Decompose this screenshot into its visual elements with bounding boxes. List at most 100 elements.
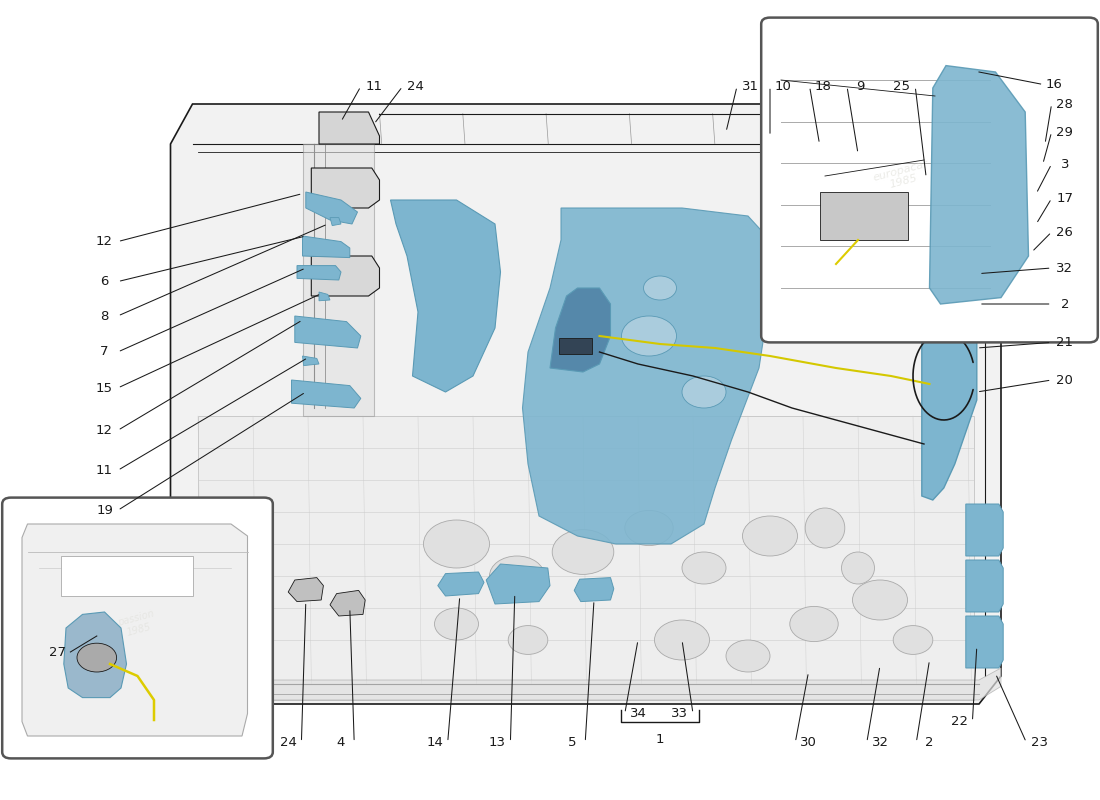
Text: 24: 24	[407, 80, 425, 93]
Circle shape	[434, 608, 478, 640]
Circle shape	[726, 640, 770, 672]
Polygon shape	[808, 178, 908, 202]
Polygon shape	[550, 288, 610, 372]
Polygon shape	[1012, 186, 1056, 218]
Circle shape	[654, 620, 710, 660]
Polygon shape	[198, 416, 974, 700]
Text: 12: 12	[96, 424, 113, 437]
Polygon shape	[930, 66, 1028, 304]
Circle shape	[508, 626, 548, 654]
Polygon shape	[966, 560, 1003, 612]
Polygon shape	[302, 236, 350, 258]
Polygon shape	[22, 524, 248, 736]
Text: 9: 9	[856, 80, 865, 93]
Circle shape	[552, 530, 614, 574]
Text: 28: 28	[1056, 98, 1074, 110]
Text: 21: 21	[1056, 336, 1074, 349]
Polygon shape	[522, 208, 770, 544]
Text: 8: 8	[100, 310, 109, 322]
Text: 32: 32	[871, 736, 889, 749]
Polygon shape	[319, 292, 330, 301]
Polygon shape	[306, 192, 358, 224]
Text: 14: 14	[426, 736, 443, 749]
Polygon shape	[170, 104, 1001, 704]
Polygon shape	[311, 256, 379, 296]
Circle shape	[77, 643, 117, 672]
Text: 26: 26	[1056, 226, 1074, 238]
Circle shape	[644, 276, 676, 300]
FancyBboxPatch shape	[2, 498, 273, 758]
Circle shape	[625, 510, 673, 546]
Polygon shape	[295, 316, 361, 348]
Text: 20: 20	[1056, 374, 1074, 386]
Text: 2: 2	[925, 736, 934, 749]
Text: 2: 2	[1060, 298, 1069, 310]
Polygon shape	[924, 192, 968, 256]
Circle shape	[852, 580, 907, 620]
Circle shape	[682, 376, 726, 408]
Polygon shape	[311, 168, 379, 208]
Text: 12: 12	[96, 235, 113, 248]
Text: europacar
1985: europacar 1985	[871, 158, 933, 194]
Text: 34: 34	[629, 707, 647, 720]
Circle shape	[790, 606, 838, 642]
Text: 6: 6	[100, 275, 109, 288]
Polygon shape	[1021, 216, 1056, 236]
Text: 24: 24	[279, 736, 297, 749]
Text: 11: 11	[365, 80, 383, 93]
Circle shape	[424, 520, 490, 568]
Polygon shape	[918, 184, 979, 224]
Polygon shape	[922, 224, 977, 500]
Polygon shape	[330, 218, 341, 226]
Polygon shape	[297, 266, 341, 280]
Polygon shape	[438, 572, 484, 596]
Polygon shape	[330, 590, 365, 616]
Text: 7: 7	[100, 346, 109, 358]
Polygon shape	[302, 356, 319, 366]
Circle shape	[742, 516, 797, 556]
Text: 1: 1	[656, 733, 664, 746]
Polygon shape	[966, 616, 1003, 668]
Polygon shape	[288, 578, 323, 602]
Text: 13: 13	[488, 736, 506, 749]
Text: europacar
passion
1985: europacar passion 1985	[350, 310, 640, 538]
Polygon shape	[174, 668, 1001, 700]
Text: 3: 3	[1060, 158, 1069, 170]
Text: 30: 30	[800, 736, 817, 749]
Polygon shape	[302, 144, 374, 416]
Text: 15: 15	[96, 382, 113, 394]
Circle shape	[682, 552, 726, 584]
Polygon shape	[966, 504, 1003, 556]
Text: 31: 31	[741, 80, 759, 93]
Text: passion
1985: passion 1985	[117, 609, 158, 639]
Polygon shape	[64, 612, 126, 698]
Polygon shape	[574, 578, 614, 602]
Text: 32: 32	[1056, 262, 1074, 274]
Ellipse shape	[805, 508, 845, 548]
Text: 29: 29	[1056, 126, 1074, 138]
Circle shape	[893, 626, 933, 654]
Text: 25: 25	[893, 80, 911, 93]
Text: 23: 23	[1031, 736, 1048, 749]
Circle shape	[490, 556, 544, 596]
Polygon shape	[390, 200, 501, 392]
Text: 17: 17	[1056, 192, 1074, 205]
Text: 27: 27	[48, 646, 66, 658]
Polygon shape	[486, 564, 550, 604]
Ellipse shape	[842, 552, 874, 584]
Bar	[60, 556, 192, 596]
Text: 22: 22	[950, 715, 968, 728]
Text: 4: 4	[337, 736, 345, 749]
Bar	[820, 192, 908, 240]
Bar	[559, 338, 592, 354]
Text: 10: 10	[774, 80, 792, 93]
FancyBboxPatch shape	[761, 18, 1098, 342]
Bar	[937, 272, 965, 304]
Text: 16: 16	[1045, 78, 1063, 90]
Text: 5: 5	[568, 736, 576, 749]
Text: 18: 18	[814, 80, 832, 93]
Text: 19: 19	[96, 504, 113, 517]
Polygon shape	[292, 380, 361, 408]
Polygon shape	[319, 112, 380, 144]
Text: 33: 33	[671, 707, 689, 720]
